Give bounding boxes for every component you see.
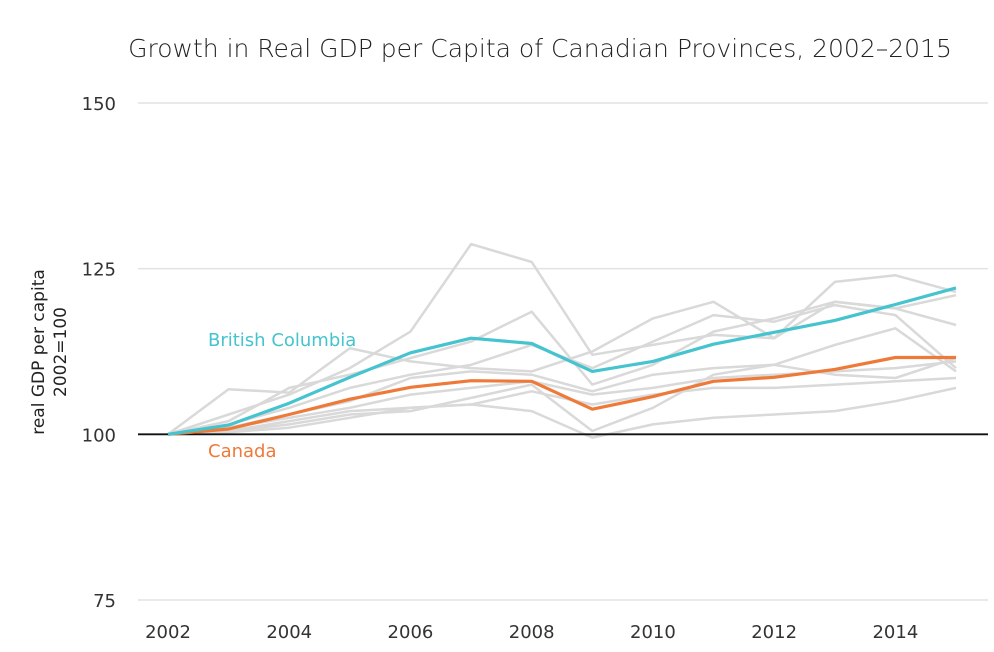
annotation-canada: Canada [208,441,277,462]
province-line-3 [167,300,957,436]
province-line-8 [167,356,957,436]
y-axis-label: real GDP per capita 2002=100 [29,269,71,435]
series-line-canada [167,355,956,436]
province-line-9 [167,386,957,439]
y-tick-label: 150 [82,94,116,115]
x-axis-ticks: 2002 2004 2006 2008 2010 2012 2014 [145,622,918,643]
province-line-7 [167,376,957,436]
y-tick-label: 75 [93,591,116,612]
y-axis-label-line1: real GDP per capita [29,269,49,435]
annotation-british-columbia: British Columbia [208,330,356,351]
x-tick-label: 2012 [751,622,797,643]
chart-title: Growth in Real GDP per Capita of Canadia… [128,34,952,63]
y-axis-ticks: 75 100 125 150 [82,94,116,612]
x-tick-label: 2006 [388,622,434,643]
x-tick-label: 2010 [630,622,676,643]
highlighted-lines [167,286,957,436]
x-tick-label: 2014 [872,622,918,643]
y-tick-label: 125 [82,260,116,281]
x-tick-label: 2004 [266,622,312,643]
y-tick-label: 100 [82,425,116,446]
y-axis-label-line2: 2002=100 [51,307,71,397]
series-line-british-columbia [167,286,957,436]
other-provinces-lines [138,242,988,439]
gridlines [138,102,988,601]
x-tick-label: 2002 [145,622,191,643]
x-tick-label: 2008 [509,622,555,643]
